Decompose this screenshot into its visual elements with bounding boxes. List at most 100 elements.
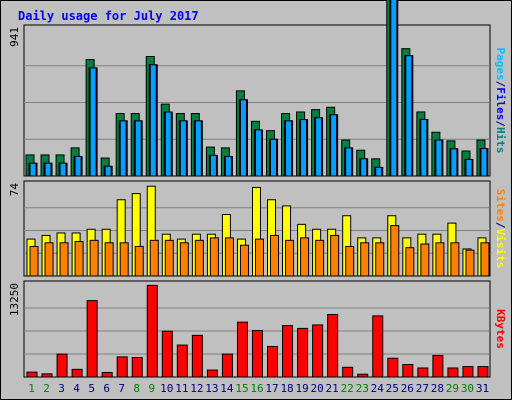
bar-kbytes-20 — [312, 324, 324, 378]
bar-pages-12 — [194, 120, 202, 177]
bar-sites-26 — [405, 247, 415, 277]
bar-sites-3 — [59, 242, 69, 277]
x-tick-label: 3 — [58, 382, 65, 395]
x-tick-label: 11 — [175, 382, 188, 395]
x-tick-label: 1 — [28, 382, 35, 395]
bar-sites-18 — [285, 239, 295, 277]
bar-sites-21 — [330, 234, 340, 277]
x-tick-label: 18 — [280, 382, 293, 395]
bar-pages-29 — [450, 148, 458, 177]
bar-sites-5 — [89, 239, 99, 277]
bar-sites-19 — [300, 237, 310, 277]
bar-kbytes-6 — [101, 371, 113, 378]
x-tick-label: 17 — [265, 382, 278, 395]
bar-sites-12 — [194, 239, 204, 277]
bar-pages-26 — [405, 55, 413, 177]
bar-kbytes-29 — [447, 367, 459, 378]
bar-pages-18 — [285, 120, 293, 177]
x-tick-label: 20 — [311, 382, 324, 395]
bar-sites-16 — [254, 238, 264, 277]
bar-pages-7 — [119, 120, 127, 177]
bar-sites-13 — [209, 237, 219, 277]
bar-kbytes-28 — [432, 354, 444, 378]
bar-sites-30 — [465, 249, 475, 277]
y-max-label: 13250 — [8, 283, 21, 316]
bar-kbytes-16 — [251, 329, 263, 378]
bar-kbytes-4 — [71, 368, 83, 378]
x-tick-label: 23 — [356, 382, 369, 395]
bar-sites-7 — [119, 242, 129, 277]
x-tick-label: 16 — [250, 382, 263, 395]
bar-sites-15 — [239, 244, 249, 277]
y-max-label: 941 — [8, 27, 21, 47]
bar-pages-27 — [420, 118, 428, 177]
x-tick-label: 21 — [326, 382, 339, 395]
bar-sites-8 — [134, 245, 144, 277]
bar-pages-16 — [254, 129, 262, 177]
bar-kbytes-24 — [372, 315, 384, 378]
bar-kbytes-11 — [176, 344, 188, 378]
bar-pages-9 — [149, 64, 157, 177]
side-legend: Sites/Visits — [494, 189, 507, 269]
x-tick-label: 30 — [461, 382, 474, 395]
bar-kbytes-22 — [342, 366, 354, 378]
bar-kbytes-13 — [206, 369, 218, 378]
bar-kbytes-15 — [236, 321, 248, 378]
bar-pages-8 — [134, 120, 142, 177]
x-tick-label: 24 — [371, 382, 385, 395]
bar-pages-20 — [315, 117, 323, 177]
bar-kbytes-1 — [26, 371, 38, 378]
bar-kbytes-30 — [462, 366, 474, 378]
bar-kbytes-21 — [327, 314, 339, 378]
legend-item: KBytes — [494, 309, 507, 349]
bar-kbytes-25 — [387, 357, 399, 378]
y-max-label: 74 — [8, 183, 21, 197]
bar-kbytes-7 — [116, 356, 128, 378]
bar-pages-14 — [224, 155, 232, 177]
x-tick-label: 27 — [416, 382, 429, 395]
x-tick-label: 6 — [103, 382, 110, 395]
x-tick-label: 19 — [295, 382, 308, 395]
legend-item: Hits — [494, 127, 507, 154]
bar-kbytes-8 — [131, 357, 143, 378]
bar-pages-19 — [300, 119, 308, 177]
x-tick-label: 28 — [431, 382, 444, 395]
bar-pages-17 — [270, 138, 278, 177]
bar-kbytes-31 — [477, 366, 489, 378]
x-tick-label: 26 — [401, 382, 414, 395]
legend-item: / — [494, 81, 507, 88]
x-tick-label: 2 — [43, 382, 50, 395]
bar-kbytes-5 — [86, 300, 98, 378]
bar-sites-2 — [44, 242, 54, 277]
bar-kbytes-9 — [146, 284, 158, 378]
bar-pages-11 — [179, 120, 187, 177]
bar-sites-9 — [149, 239, 159, 277]
bar-pages-24 — [375, 166, 383, 177]
bar-kbytes-23 — [357, 373, 369, 378]
bar-pages-21 — [330, 114, 338, 177]
x-tick-label: 25 — [386, 382, 399, 395]
bar-sites-4 — [74, 241, 84, 277]
bar-pages-31 — [480, 148, 488, 177]
bar-sites-31 — [480, 242, 490, 277]
bar-sites-29 — [450, 242, 460, 277]
x-tick-label: 13 — [205, 382, 218, 395]
bar-sites-23 — [360, 242, 370, 277]
bar-pages-10 — [164, 111, 172, 177]
bar-pages-4 — [74, 155, 82, 177]
x-tick-label: 12 — [190, 382, 203, 395]
x-tick-label: 4 — [73, 382, 80, 395]
side-legend: Pages/Files/Hits — [494, 48, 507, 154]
bar-sites-14 — [224, 237, 234, 277]
bar-sites-25 — [390, 225, 400, 277]
x-tick-label: 9 — [148, 382, 155, 395]
bar-pages-1 — [29, 162, 37, 177]
bar-sites-24 — [375, 242, 385, 277]
x-tick-label: 8 — [133, 382, 140, 395]
bar-sites-17 — [270, 234, 280, 277]
bar-pages-28 — [435, 139, 443, 177]
bar-pages-6 — [104, 165, 112, 177]
bar-sites-1 — [29, 245, 39, 277]
side-legend: KBytes — [494, 309, 507, 349]
